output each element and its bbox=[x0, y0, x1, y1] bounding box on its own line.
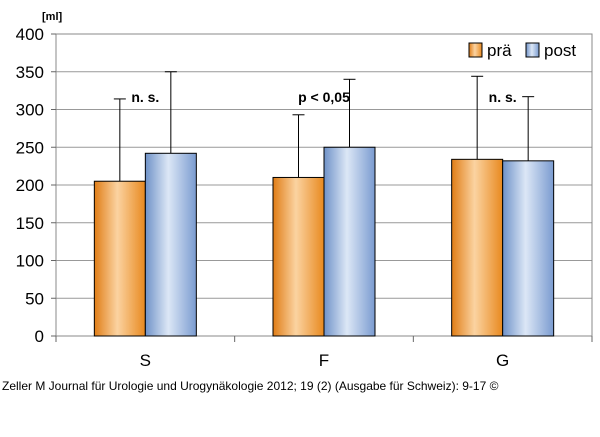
x-category-label: G bbox=[496, 351, 509, 370]
bar-post-S bbox=[144, 152, 197, 337]
y-tick-label: 100 bbox=[16, 252, 44, 271]
y-tick-label: 400 bbox=[16, 25, 44, 44]
significance-label: n. s. bbox=[489, 89, 517, 105]
y-tick-label: 150 bbox=[16, 214, 44, 233]
x-category-label: S bbox=[140, 351, 151, 370]
bars bbox=[93, 146, 555, 337]
bar-post-G bbox=[502, 160, 555, 337]
bar-prä-S bbox=[93, 180, 146, 337]
significance-label: p < 0,05 bbox=[298, 89, 350, 105]
bar-prä-G bbox=[451, 158, 504, 337]
legend-swatch-prä bbox=[468, 42, 483, 58]
y-tick-label: 200 bbox=[16, 176, 44, 195]
y-tick-label: 300 bbox=[16, 101, 44, 120]
bar-prä-F bbox=[272, 176, 325, 337]
y-tick-label: 0 bbox=[35, 327, 44, 346]
legend-label-prä: prä bbox=[487, 41, 512, 60]
bar-post-F bbox=[323, 146, 376, 337]
legend-label-post: post bbox=[544, 41, 576, 60]
significance-label: n. s. bbox=[131, 89, 159, 105]
bar-chart: [ml] 0 50 100 150 200 250 300 350 400 n. s. p < 0… bbox=[16, 11, 593, 370]
y-axis-ticks: 0 50 100 150 200 250 300 350 400 bbox=[16, 25, 56, 346]
y-tick-label: 350 bbox=[16, 63, 44, 82]
y-tick-label: 250 bbox=[16, 138, 44, 157]
source-citation: Zeller M Journal für Urologie und Urogyn… bbox=[2, 379, 499, 393]
error-bars bbox=[113, 71, 535, 182]
y-axis-unit-label: [ml] bbox=[42, 11, 63, 23]
x-category-label: F bbox=[319, 351, 329, 370]
legend-swatch-post bbox=[525, 42, 540, 58]
y-tick-label: 50 bbox=[25, 289, 44, 308]
significance-annotations: n. s. p < 0,05 n. s. bbox=[131, 89, 516, 105]
legend: prä post bbox=[468, 41, 576, 60]
